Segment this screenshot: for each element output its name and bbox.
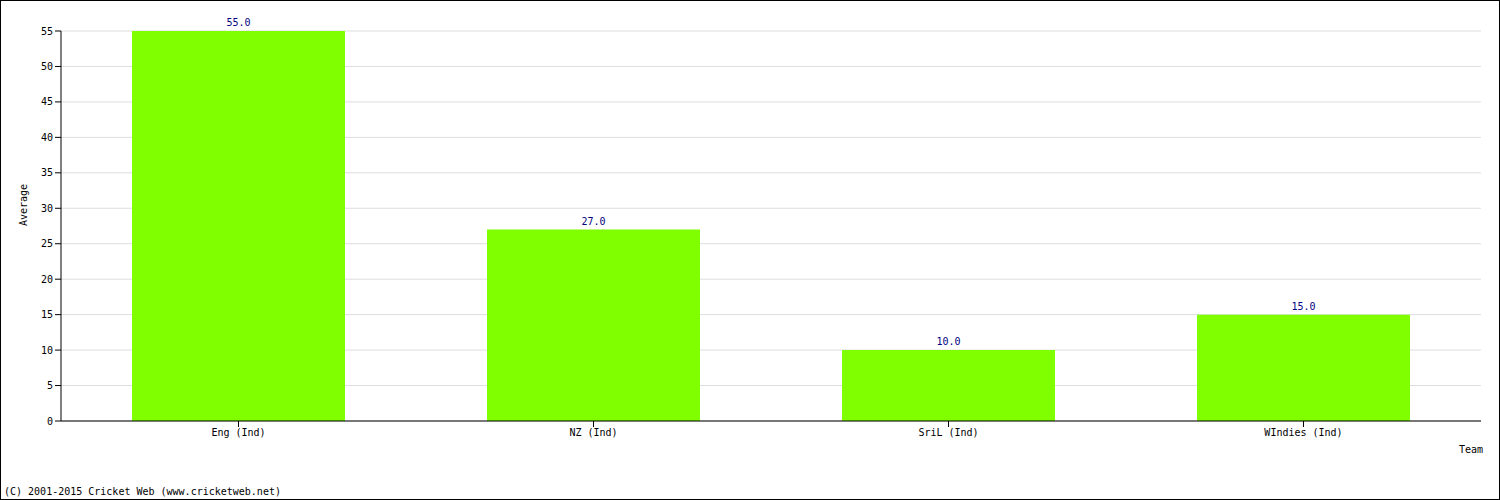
html-text:(C) 2001-2015 Cricket Web (www: (C) 2001-2015 Cricket Web (www.cricketwe…: [4, 486, 281, 497]
svg-text:NZ (Ind): NZ (Ind): [569, 427, 617, 438]
svg-text:45: 45: [41, 96, 53, 107]
svg-text:50: 50: [41, 61, 53, 72]
svg-text:20: 20: [41, 274, 53, 285]
svg-text:Eng (Ind): Eng (Ind): [211, 427, 265, 438]
svg-text:40: 40: [41, 132, 53, 143]
svg-text:10.0: 10.0: [936, 336, 960, 347]
svg-text:5: 5: [47, 380, 53, 391]
svg-text:0: 0: [47, 416, 53, 427]
svg-text:Average: Average: [18, 184, 29, 226]
svg-text:27.0: 27.0: [581, 216, 605, 227]
svg-text:WIndies (Ind): WIndies (Ind): [1264, 427, 1342, 438]
svg-text:15: 15: [41, 309, 53, 320]
svg-text:35: 35: [41, 167, 53, 178]
svg-text:10: 10: [41, 345, 53, 356]
svg-text:55.0: 55.0: [226, 17, 250, 28]
svg-text:Team: Team: [1459, 444, 1483, 455]
svg-text:25: 25: [41, 238, 53, 249]
svg-text:30: 30: [41, 203, 53, 214]
svg-text:55: 55: [41, 26, 53, 37]
svg-text:15.0: 15.0: [1291, 301, 1315, 312]
svg-text:SriL (Ind): SriL (Ind): [918, 427, 978, 438]
